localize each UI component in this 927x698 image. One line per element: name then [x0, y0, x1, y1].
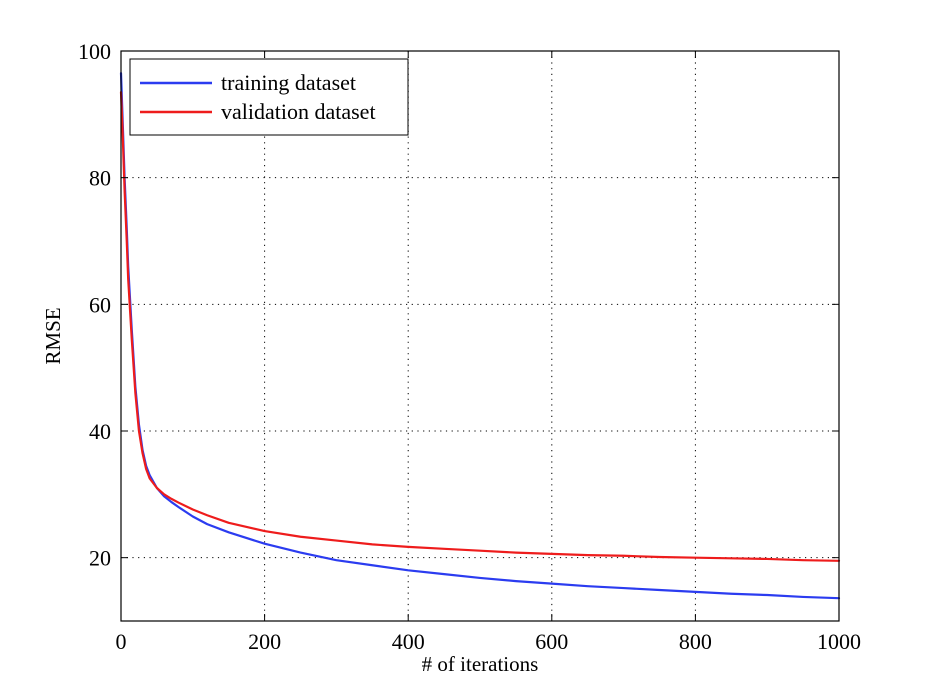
grid — [121, 51, 839, 621]
y-tick-label: 20 — [89, 546, 111, 571]
series-lines — [119, 72, 841, 600]
y-tick-label: 80 — [89, 166, 111, 191]
plot-frame — [120, 50, 840, 622]
x-tick-label: 1000 — [817, 629, 861, 654]
y-tick-label: 60 — [89, 292, 111, 317]
legend-box — [129, 58, 409, 136]
x-tick-label: 800 — [679, 629, 712, 654]
x-tick-label: 600 — [535, 629, 568, 654]
x-tick-label: 400 — [392, 629, 425, 654]
series-line-validation — [119, 91, 841, 562]
legend: training dataset validation dataset — [129, 58, 409, 136]
axis-ticks: 0 200 400 600 800 1000 20 40 60 80 100 — [78, 39, 861, 654]
x-tick-label: 200 — [248, 629, 281, 654]
y-tick-label: 40 — [89, 419, 111, 444]
x-tick-label: 0 — [116, 629, 127, 654]
x-axis-label: # of iterations — [422, 652, 539, 676]
legend-label-validation: validation dataset — [221, 99, 376, 124]
y-axis-label: RMSE — [41, 307, 65, 364]
legend-label-training: training dataset — [221, 70, 356, 95]
y-tick-label: 100 — [78, 39, 111, 64]
